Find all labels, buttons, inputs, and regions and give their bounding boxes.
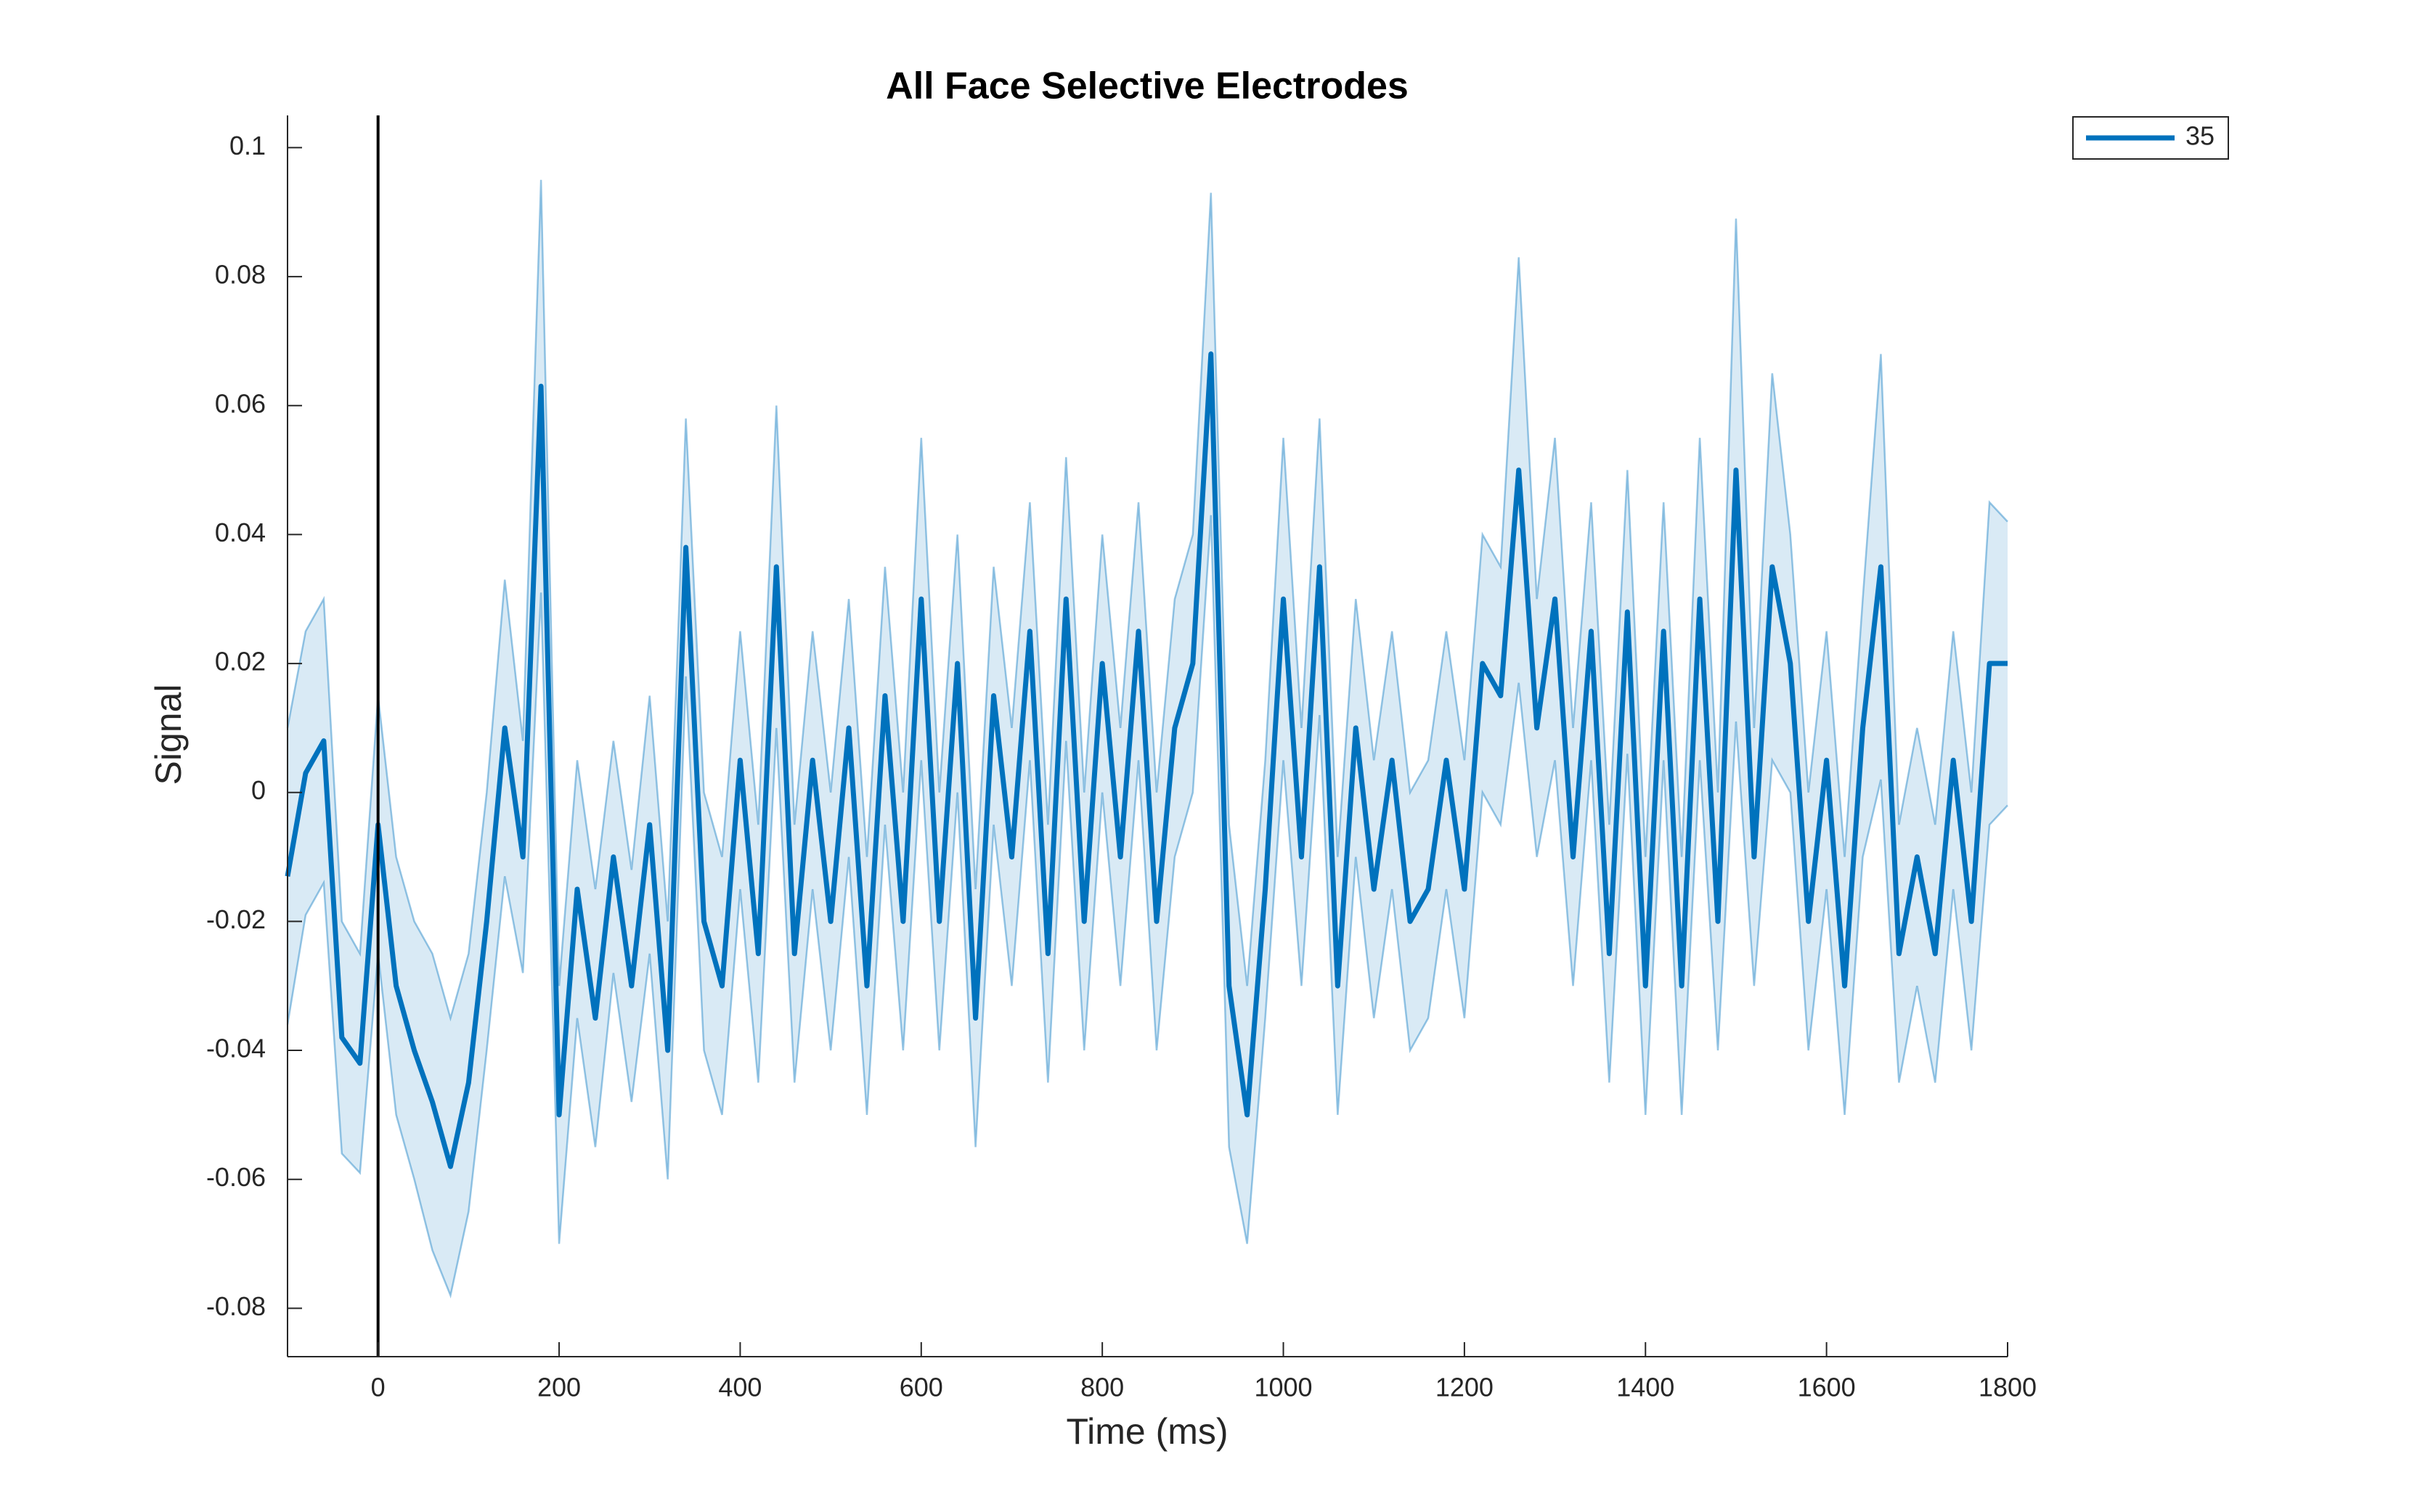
y-tick-label: 0.08 (215, 260, 266, 290)
y-axis-label: Signal (148, 685, 189, 785)
y-tick-label: -0.06 (206, 1162, 266, 1192)
x-tick-label: 400 (718, 1373, 762, 1402)
y-tick-label: 0.1 (229, 131, 266, 160)
y-tick-label: 0.04 (215, 518, 266, 547)
x-tick-label: 1800 (1979, 1373, 2037, 1402)
chart-title: All Face Selective Electrodes (886, 65, 1409, 107)
y-tick-label: -0.04 (206, 1034, 266, 1063)
y-tick-label: 0.02 (215, 647, 266, 677)
x-tick-label: 1400 (1616, 1373, 1674, 1402)
x-tick-label: 1000 (1254, 1373, 1312, 1402)
x-tick-label: 200 (537, 1373, 581, 1402)
y-tick-label: 0 (251, 775, 266, 805)
x-tick-label: 600 (900, 1373, 943, 1402)
y-tick-label: -0.02 (206, 904, 266, 934)
x-axis-label: Time (ms) (1066, 1411, 1228, 1452)
band-lower (286, 515, 2008, 1299)
y-tick-label: -0.08 (206, 1291, 266, 1321)
x-tick-label: 1200 (1435, 1373, 1494, 1402)
x-tick-label: 800 (1080, 1373, 1124, 1402)
x-tick-label: 0 (371, 1373, 386, 1402)
legend-label: 35 (2185, 121, 2215, 151)
mean-line (285, 351, 2008, 1169)
band-upper (286, 179, 2008, 1022)
x-tick-label: 1600 (1798, 1373, 1856, 1402)
y-tick-label: 0.06 (215, 388, 266, 418)
